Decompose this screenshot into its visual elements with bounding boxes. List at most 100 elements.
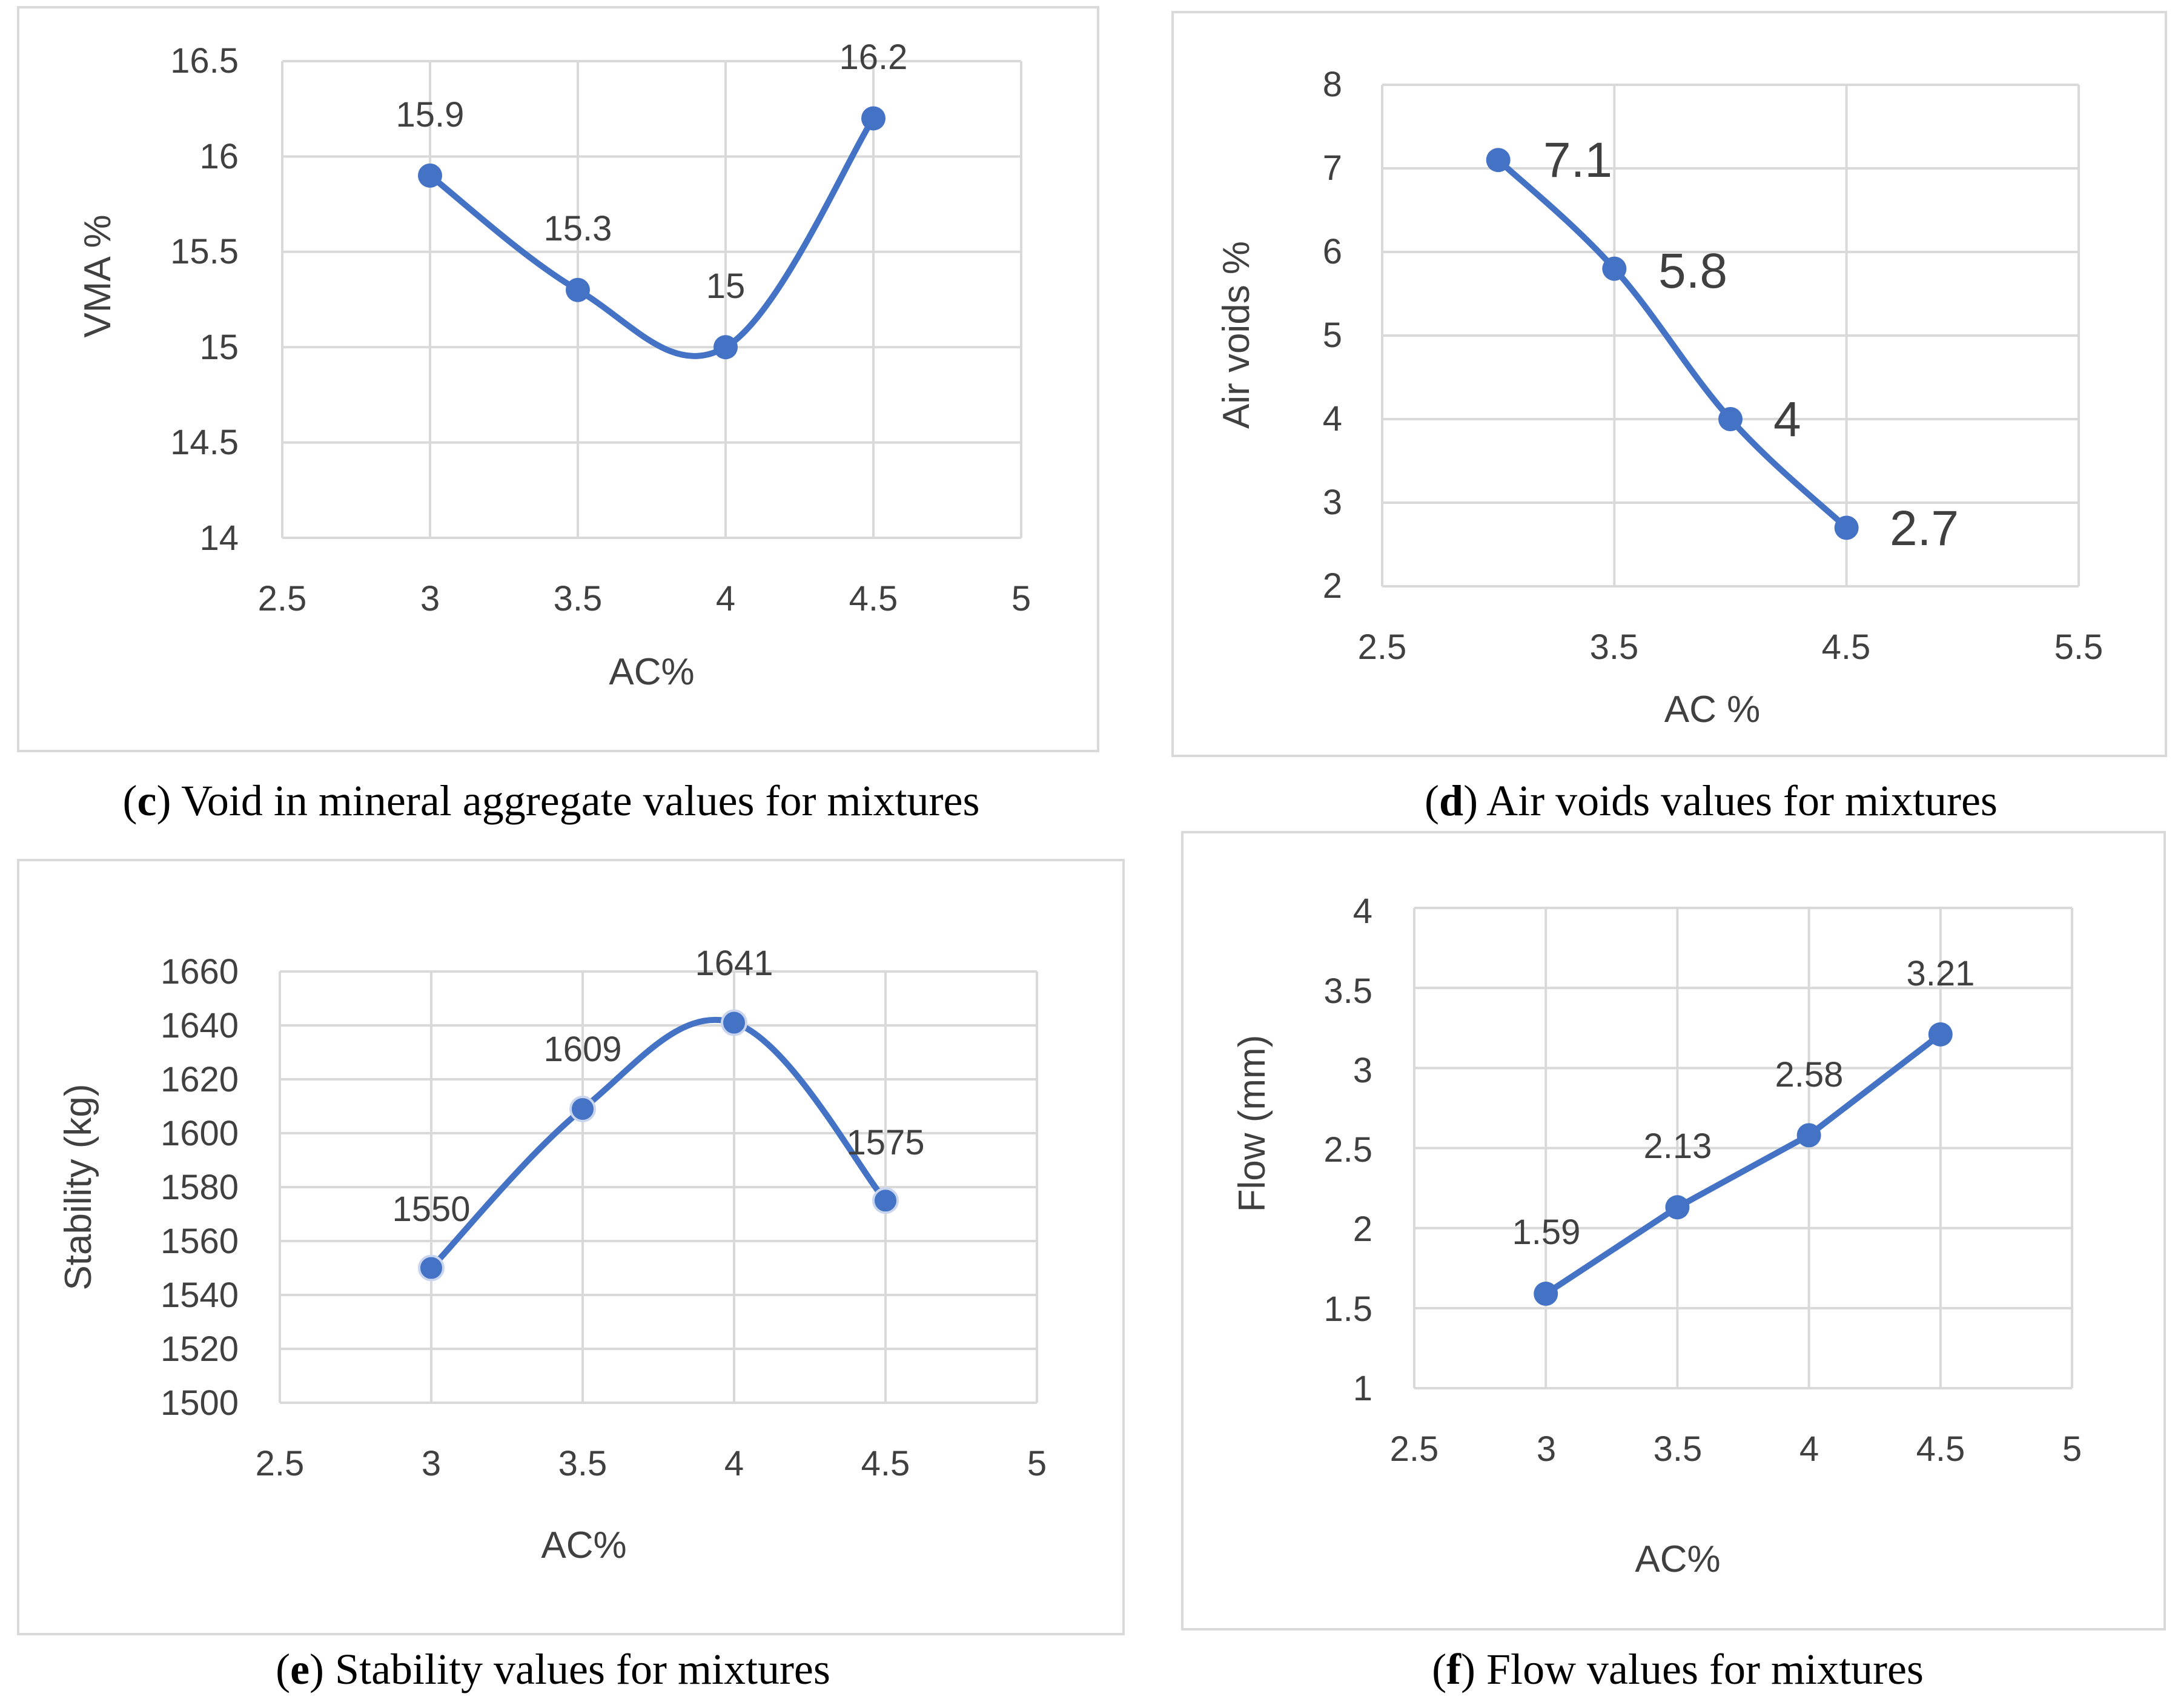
chart-d-data-labels: 7.1 5.8 4 2.7 bbox=[1543, 133, 1959, 556]
chart-d-data-label: 7.1 bbox=[1543, 133, 1612, 188]
chart-e-data-label: 1641 bbox=[695, 944, 773, 983]
chart-d-x-tick: 2.5 bbox=[1358, 627, 1407, 667]
chart-f-x-tick: 2.5 bbox=[1390, 1429, 1439, 1469]
chart-d-y-tick: 4 bbox=[1323, 399, 1342, 439]
chart-f-data-label: 2.58 bbox=[1775, 1055, 1844, 1094]
chart-c-x-tick: 2.5 bbox=[258, 579, 307, 618]
chart-f-y-tick: 3 bbox=[1353, 1051, 1372, 1090]
chart-e-y-tick: 1660 bbox=[161, 952, 239, 991]
chart-c-x-tick: 4.5 bbox=[849, 579, 898, 618]
chart-c-y-ticks: 14 14.5 15 15.5 16 16.5 bbox=[170, 41, 239, 558]
chart-f-caption-letter: f bbox=[1446, 1645, 1462, 1693]
chart-f-data-point bbox=[1534, 1282, 1558, 1306]
chart-c-data-labels: 15.9 15.3 15 16.2 bbox=[396, 38, 908, 306]
chart-c-y-tick: 16 bbox=[199, 137, 239, 176]
chart-e-x-tick: 3 bbox=[422, 1444, 441, 1483]
chart-c-x-tick: 5 bbox=[1011, 579, 1031, 618]
chart-d-x-axis-title: AC % bbox=[1664, 689, 1760, 730]
chart-e-x-tick: 3.5 bbox=[558, 1444, 607, 1483]
chart-f-data-point bbox=[1928, 1022, 1953, 1047]
chart-e-y-tick: 1600 bbox=[161, 1114, 239, 1153]
chart-c-x-tick: 3.5 bbox=[554, 579, 603, 618]
chart-e-y-tick: 1500 bbox=[161, 1383, 239, 1423]
chart-c-y-tick: 14 bbox=[199, 518, 239, 558]
chart-e-y-axis-title: Stability (kg) bbox=[58, 1084, 99, 1290]
chart-f-data-label: 2.13 bbox=[1644, 1127, 1712, 1166]
chart-f-y-tick: 2.5 bbox=[1323, 1130, 1372, 1170]
chart-f-x-tick: 3 bbox=[1537, 1429, 1556, 1469]
chart-c-y-tick: 16.5 bbox=[170, 41, 239, 81]
chart-c-data-point bbox=[713, 335, 738, 360]
chart-c-data-point bbox=[566, 277, 590, 302]
chart-e-data-point bbox=[872, 1187, 899, 1214]
chart-d-x-tick: 4.5 bbox=[1822, 627, 1871, 667]
chart-d-data-label: 5.8 bbox=[1658, 243, 1727, 299]
panel-e-frame bbox=[17, 859, 1125, 1635]
chart-f-x-axis-title: AC% bbox=[1635, 1538, 1720, 1580]
panel-d-frame bbox=[1171, 11, 2167, 757]
chart-f-y-tick: 3.5 bbox=[1323, 972, 1372, 1011]
chart-e-caption-text: Stability values for mixtures bbox=[324, 1645, 830, 1693]
chart-c-x-ticks: 2.5 3 3.5 4 4.5 5 bbox=[258, 579, 1031, 618]
chart-e-data-label: 1550 bbox=[392, 1190, 470, 1229]
chart-f-y-tick: 4 bbox=[1353, 892, 1372, 931]
chart-c-caption: (c) Void in mineral aggregate values for… bbox=[123, 776, 980, 825]
chart-d-y-tick: 7 bbox=[1323, 148, 1342, 188]
chart-c-y-tick: 15.5 bbox=[170, 232, 239, 271]
chart-c-data-label: 16.2 bbox=[839, 38, 908, 77]
panel-e: 1500 1520 1540 1560 1580 1600 1620 1640 … bbox=[17, 859, 1125, 1693]
chart-d-y-tick: 6 bbox=[1323, 232, 1342, 271]
chart-c-data-point bbox=[861, 106, 886, 131]
chart-d-x-tick: 5.5 bbox=[2054, 627, 2104, 667]
chart-d-data-point bbox=[1718, 407, 1743, 431]
chart-d-y-ticks: 2 3 4 5 6 7 8 bbox=[1323, 65, 1342, 606]
chart-c-x-axis-title: AC% bbox=[609, 651, 694, 693]
chart-d-y-tick: 5 bbox=[1323, 316, 1342, 355]
chart-c-x-tick: 4 bbox=[716, 579, 735, 618]
chart-e-x-tick: 5 bbox=[1027, 1444, 1047, 1483]
chart-f-y-tick: 1.5 bbox=[1323, 1289, 1372, 1329]
chart-d-y-tick: 2 bbox=[1323, 566, 1342, 606]
chart-f-x-tick: 4.5 bbox=[1916, 1429, 1965, 1469]
chart-f-gridlines bbox=[1413, 907, 2073, 1389]
chart-f-caption: (f) Flow values for mixtures bbox=[1432, 1645, 1924, 1693]
panel-d: 2 3 4 5 6 7 8 2.5 3.5 4.5 5.5 7.1 5.8 4 … bbox=[1171, 11, 2167, 825]
chart-e-x-axis-title: AC% bbox=[541, 1524, 626, 1566]
chart-d-x-ticks: 2.5 3.5 4.5 5.5 bbox=[1358, 627, 2104, 667]
chart-d-points bbox=[1486, 148, 1859, 540]
chart-f-data-label: 1.59 bbox=[1512, 1213, 1581, 1252]
chart-d-caption-letter: d bbox=[1439, 776, 1463, 825]
chart-e-x-tick: 2.5 bbox=[256, 1444, 305, 1483]
chart-e-caption-letter: e bbox=[290, 1645, 310, 1693]
chart-f-x-ticks: 2.5 3 3.5 4 4.5 5 bbox=[1390, 1429, 2082, 1469]
chart-f-caption-text: Flow values for mixtures bbox=[1475, 1645, 1924, 1693]
chart-c-data-label: 15.3 bbox=[544, 209, 612, 248]
chart-d-data-label: 2.7 bbox=[1890, 501, 1959, 556]
chart-c-y-tick: 14.5 bbox=[170, 423, 239, 462]
chart-f-y-tick: 1 bbox=[1353, 1369, 1372, 1408]
chart-e-data-labels: 1550 1609 1641 1575 bbox=[392, 944, 924, 1229]
chart-c-data-label: 15.9 bbox=[396, 95, 465, 134]
chart-e-gridlines bbox=[279, 970, 1038, 1404]
chart-d-data-point bbox=[1486, 148, 1511, 173]
panel-f-frame bbox=[1181, 831, 2166, 1630]
chart-e-data-point bbox=[721, 1009, 747, 1036]
chart-d-caption: (d) Air voids values for mixtures bbox=[1425, 776, 1998, 825]
chart-f-data-point bbox=[1796, 1123, 1821, 1148]
chart-e-data-label: 1609 bbox=[543, 1030, 621, 1069]
chart-e-x-ticks: 2.5 3 3.5 4 4.5 5 bbox=[256, 1444, 1047, 1483]
chart-f-x-tick: 3.5 bbox=[1654, 1429, 1703, 1469]
chart-c-y-axis-title: VMA % bbox=[77, 214, 119, 337]
chart-e-data-point bbox=[418, 1254, 445, 1282]
chart-d-y-tick: 8 bbox=[1323, 65, 1342, 104]
chart-e-y-tick: 1540 bbox=[161, 1276, 239, 1315]
chart-d-y-tick: 3 bbox=[1323, 483, 1342, 522]
panel-f: 1 1.5 2 2.5 3 3.5 4 2.5 3 3.5 4 4.5 5 1.… bbox=[1181, 831, 2166, 1693]
chart-e-y-tick: 1520 bbox=[161, 1329, 239, 1369]
chart-f-x-tick: 5 bbox=[2062, 1429, 2082, 1469]
chart-e-x-tick: 4 bbox=[724, 1444, 744, 1483]
chart-e-points bbox=[418, 1009, 899, 1282]
chart-f-y-axis-title: Flow (mm) bbox=[1231, 1035, 1273, 1213]
chart-f-points bbox=[1534, 1022, 1953, 1306]
chart-e-y-tick: 1580 bbox=[161, 1168, 239, 1207]
